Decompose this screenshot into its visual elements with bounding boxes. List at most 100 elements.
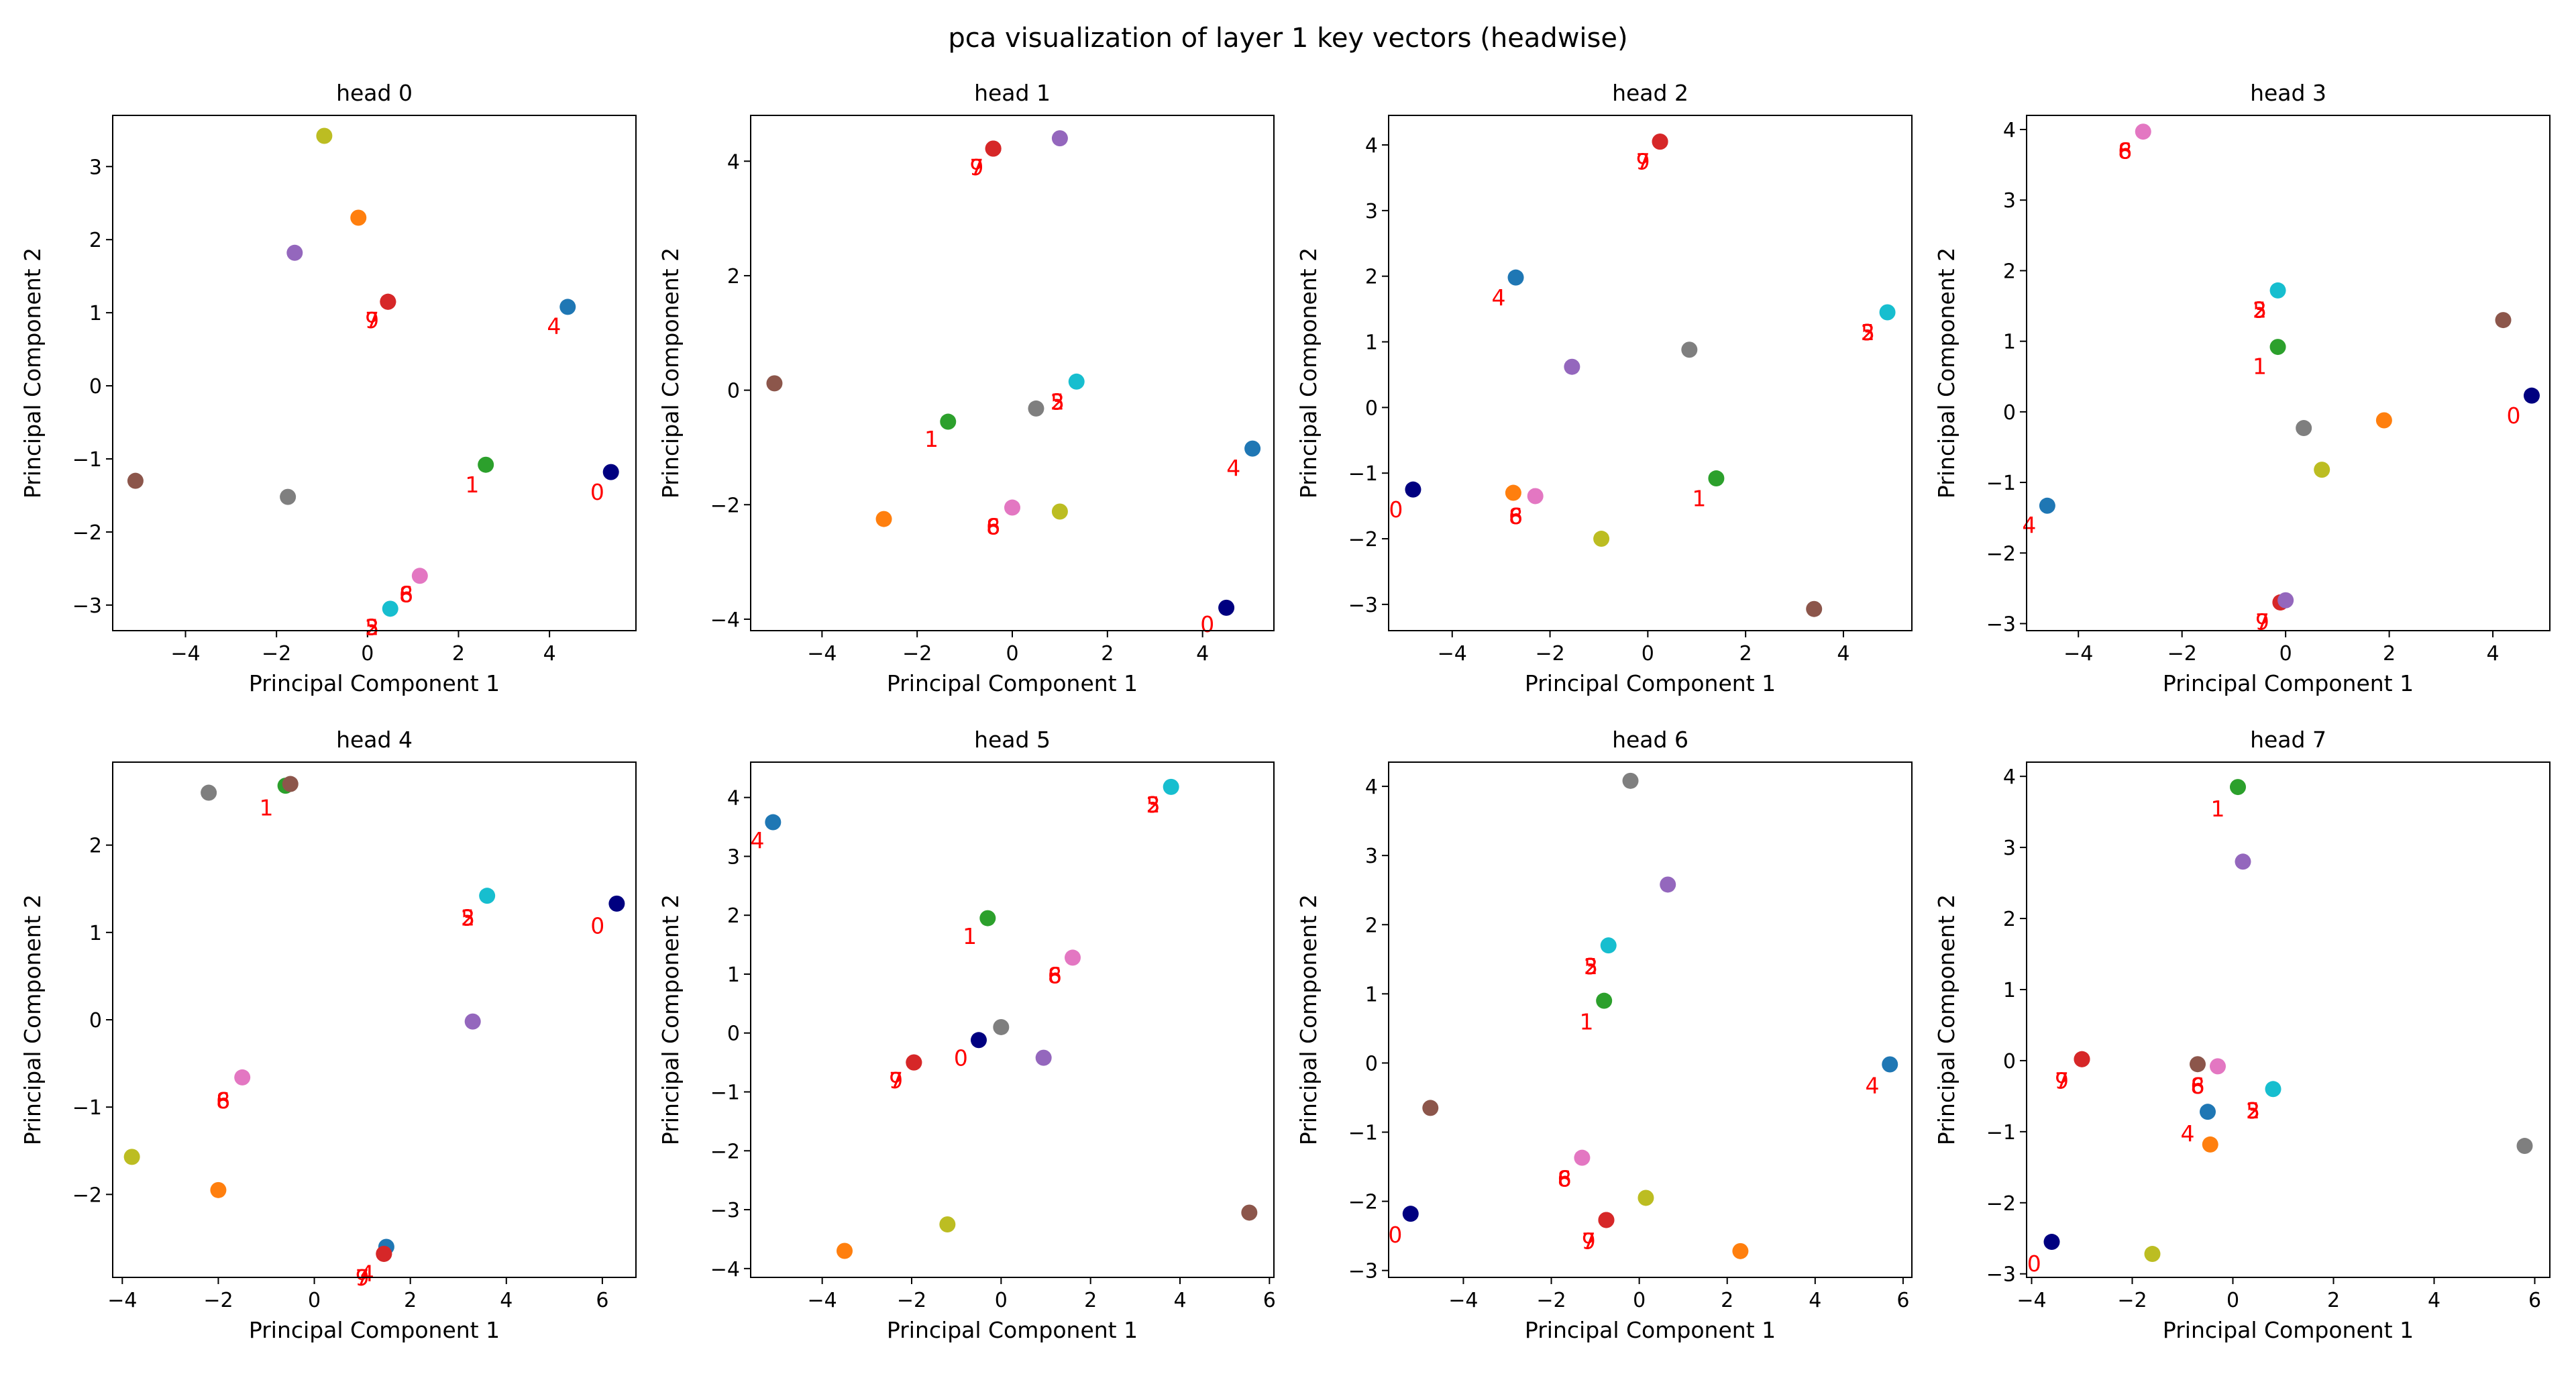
point-label: 7 [1636, 148, 1650, 174]
data-point [1879, 304, 1896, 321]
data-point [1218, 599, 1235, 616]
point-label: 7 [889, 1067, 903, 1094]
y-tick-label: −2 [1986, 542, 2016, 566]
y-tick-label: −2 [1348, 528, 1378, 551]
data-point [993, 1018, 1010, 1035]
point-label: 9 [2055, 1068, 2069, 1094]
point-label: 0 [590, 912, 604, 939]
data-point [1600, 937, 1617, 954]
y-tick-label: 0 [89, 375, 102, 399]
point-label: 2 [365, 615, 379, 641]
point-label: 6 [216, 1088, 230, 1114]
y-tick-label: 2 [2003, 260, 2016, 283]
point-label: 4 [547, 313, 561, 339]
data-point [1622, 772, 1639, 789]
x-tick-label: −2 [1536, 1289, 1566, 1312]
data-point [2269, 282, 2286, 299]
point-label: 6 [986, 514, 1000, 540]
data-point [234, 1069, 251, 1086]
data-point [464, 1013, 481, 1030]
x-axis-label: Principal Component 1 [1525, 1317, 1776, 1343]
data-point [1527, 488, 1544, 505]
data-point [1598, 1212, 1615, 1228]
point-label: 8 [986, 514, 1000, 540]
y-tick-label: −1 [1348, 462, 1378, 486]
data-point [282, 776, 299, 792]
point-label: 6 [1048, 963, 1062, 989]
x-tick-label: 2 [404, 1289, 417, 1312]
x-tick-label: 4 [543, 642, 556, 666]
point-label: 2 [1861, 319, 1875, 346]
data-point [210, 1181, 227, 1198]
x-tick-label: −4 [2017, 1289, 2046, 1312]
y-axis-label: Principal Component 2 [657, 248, 684, 498]
y-tick-label: 1 [1365, 983, 1378, 1006]
y-tick-label: 0 [2003, 1050, 2016, 1073]
x-tick-label: 0 [1633, 1289, 1646, 1312]
point-label: 8 [216, 1088, 230, 1114]
data-point [1732, 1243, 1749, 1259]
x-axis-label: Principal Component 1 [887, 1317, 1138, 1343]
data-point [985, 140, 1002, 157]
y-tick-label: −2 [72, 521, 102, 545]
y-tick-label: −1 [1986, 472, 2016, 495]
point-label: 2 [1051, 389, 1065, 415]
y-axis-label: Principal Component 2 [1295, 248, 1322, 498]
y-tick-label: 3 [2003, 837, 2016, 860]
plot-frame [2026, 761, 2551, 1278]
data-point [2202, 1136, 2218, 1153]
y-axis-label: Principal Component 2 [1933, 894, 1960, 1145]
data-point [837, 1243, 853, 1259]
point-label: 4 [751, 827, 765, 853]
data-point [1163, 778, 1179, 795]
data-point [608, 895, 625, 912]
data-point [1505, 484, 1521, 501]
point-label: 1 [465, 472, 479, 498]
data-point [766, 375, 783, 392]
x-tick-label: 4 [1196, 642, 1209, 666]
y-tick-label: −4 [710, 1258, 740, 1281]
y-tick-label: 4 [2003, 119, 2016, 142]
plot-frame [1388, 115, 1913, 631]
y-tick-label: −1 [72, 448, 102, 472]
x-tick-label: −2 [262, 642, 291, 666]
data-point [940, 413, 957, 430]
point-label: 9 [1636, 148, 1650, 174]
x-tick-label: −4 [808, 1289, 837, 1312]
point-label: 3 [461, 905, 475, 931]
x-tick-label: −2 [203, 1289, 233, 1312]
data-point [2375, 412, 2392, 429]
y-tick-label: −1 [1348, 1122, 1378, 1145]
plot-frame [750, 115, 1275, 631]
y-tick-label: −1 [710, 1081, 740, 1105]
y-tick-label: 2 [727, 904, 740, 928]
data-point [1422, 1100, 1439, 1116]
point-label: 2 [2246, 1098, 2260, 1124]
y-tick-label: 4 [1365, 134, 1378, 158]
data-point [1244, 440, 1261, 457]
x-tick-label: 0 [1642, 642, 1654, 666]
point-label: 3 [1584, 953, 1598, 980]
data-point [2277, 592, 2294, 609]
data-point [127, 472, 144, 489]
data-point [1806, 600, 1823, 617]
x-tick-label: 2 [2383, 642, 2396, 666]
x-tick-label: 6 [1263, 1289, 1276, 1312]
point-label: 5 [1146, 792, 1161, 818]
data-point [123, 1149, 140, 1165]
y-tick-label: 0 [89, 1009, 102, 1033]
x-tick-label: 0 [361, 642, 374, 666]
x-tick-label: −2 [2167, 642, 2197, 666]
x-tick-label: 0 [995, 1289, 1008, 1312]
x-tick-label: −2 [902, 642, 932, 666]
y-tick-label: 1 [2003, 979, 2016, 1002]
data-point [602, 464, 619, 480]
x-tick-label: 6 [2528, 1289, 2541, 1312]
y-tick-label: 3 [2003, 189, 2016, 213]
figure-title: pca visualization of layer 1 key vectors… [948, 23, 1627, 54]
y-tick-label: −3 [1986, 1263, 2016, 1287]
